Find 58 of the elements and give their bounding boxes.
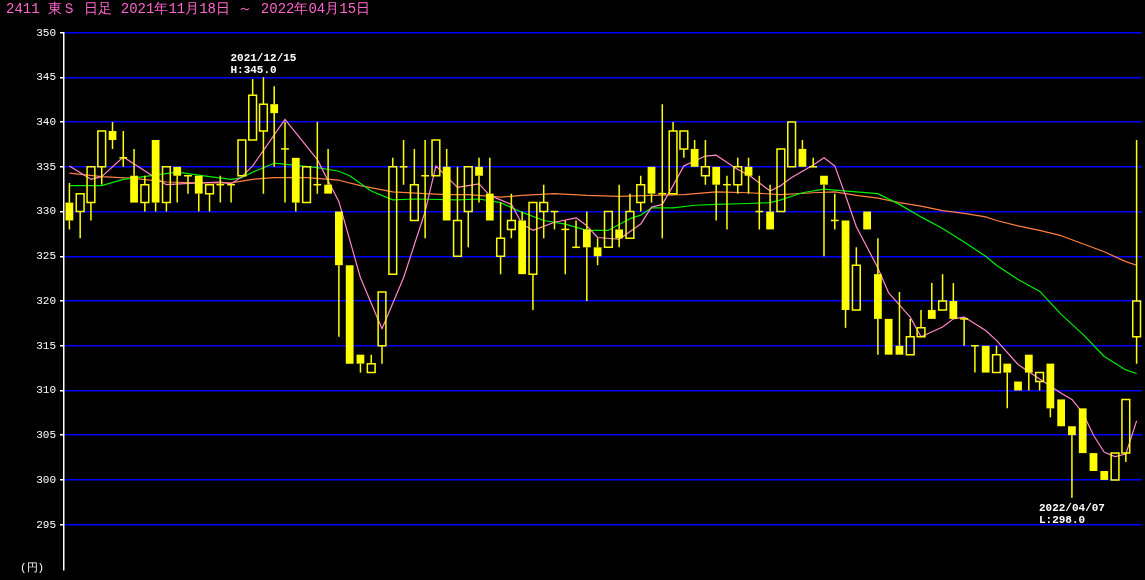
candlestick xyxy=(582,210,591,302)
candlestick xyxy=(194,175,203,213)
y-tick-label: 330 xyxy=(36,205,56,218)
candlestick xyxy=(377,291,387,365)
candlestick xyxy=(258,76,269,195)
y-tick-label: 340 xyxy=(36,115,56,128)
candlestick xyxy=(398,139,409,186)
candlestick xyxy=(366,353,376,374)
candlestick xyxy=(895,291,904,355)
candlestick xyxy=(495,201,506,275)
candlestick xyxy=(1068,426,1076,499)
y-tick-label: 325 xyxy=(36,250,56,263)
candlestick xyxy=(1131,139,1142,365)
y-tick-label: 345 xyxy=(36,71,56,84)
candlestick xyxy=(1024,354,1033,392)
candlestick xyxy=(140,175,150,213)
candlestick xyxy=(409,148,419,222)
candlestick xyxy=(937,273,948,311)
candlestick xyxy=(712,166,721,222)
candlestick xyxy=(744,157,753,195)
candlestick xyxy=(118,130,128,168)
annotation: 2021/12/15 H:345.0 xyxy=(230,52,297,77)
y-tick-label: 305 xyxy=(36,429,56,442)
candlestick xyxy=(452,166,463,258)
candlestick xyxy=(173,166,182,204)
candlestick xyxy=(485,157,494,221)
candlestick xyxy=(766,183,774,230)
annotation: 2022/04/07 L:298.0 xyxy=(1038,501,1105,526)
candlestick xyxy=(615,183,624,249)
candlestick xyxy=(518,210,527,275)
candlestick xyxy=(475,157,483,204)
candlestick xyxy=(324,148,332,194)
candlestick xyxy=(506,192,516,240)
y-tick-label: 295 xyxy=(36,518,56,531)
candlestick xyxy=(808,157,818,168)
candlestick xyxy=(625,192,635,240)
candlestick xyxy=(280,121,290,204)
candlestick xyxy=(388,157,398,275)
y-tick-label: 335 xyxy=(36,160,56,173)
candlestick xyxy=(700,139,711,186)
y-tick-label: 310 xyxy=(36,384,56,397)
candlestick xyxy=(1003,363,1012,410)
candlestick xyxy=(927,282,936,319)
y-tick-label: 320 xyxy=(36,294,56,307)
candlestick xyxy=(820,175,828,258)
chart-title: 2411 東Ｓ 日足 2021年11月18日 ～ 2022年04月15日 xyxy=(5,0,372,19)
candlestick xyxy=(130,148,138,203)
y-tick-label: 350 xyxy=(36,26,56,39)
candlestick xyxy=(463,166,473,249)
y-tick-label: 300 xyxy=(36,473,56,486)
y-axis-title: (円) xyxy=(19,561,45,574)
candlestick xyxy=(270,85,279,168)
y-tick-label: 315 xyxy=(36,339,56,352)
candlestick xyxy=(733,157,743,195)
candlestick xyxy=(959,318,969,347)
candlestick xyxy=(291,157,300,213)
candlestick xyxy=(874,237,882,356)
candlestick xyxy=(335,211,343,338)
